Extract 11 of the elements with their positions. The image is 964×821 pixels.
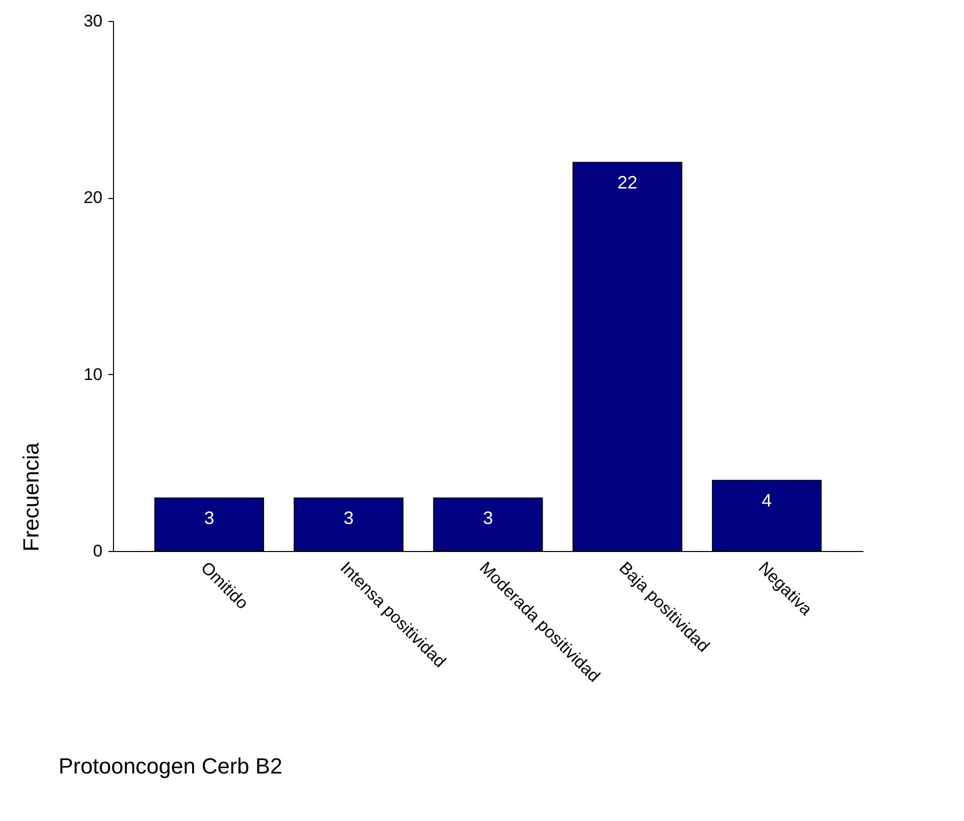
y-tick-label: 10 bbox=[84, 364, 102, 384]
data-label: 3 bbox=[344, 508, 354, 528]
data-label: 3 bbox=[204, 508, 214, 528]
data-label: 4 bbox=[762, 490, 772, 510]
y-axis-title: Frecuencia bbox=[18, 442, 44, 552]
x-axis-title: Protooncogen Cerb B2 bbox=[58, 754, 282, 778]
y-tick-label: 0 bbox=[93, 542, 102, 560]
y-tick-label: 30 bbox=[84, 12, 102, 30]
data-label: 3 bbox=[482, 508, 494, 528]
y-tick-label: 20 bbox=[84, 188, 102, 208]
data-label: 22 bbox=[617, 172, 638, 192]
